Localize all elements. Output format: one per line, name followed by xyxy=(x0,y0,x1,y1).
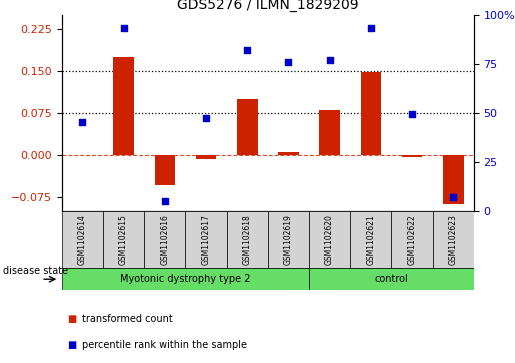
Bar xyxy=(433,211,474,268)
Point xyxy=(367,25,375,31)
Bar xyxy=(113,57,134,155)
Bar xyxy=(443,155,464,204)
Text: GSM1102616: GSM1102616 xyxy=(160,214,169,265)
Bar xyxy=(103,211,144,268)
Text: percentile rank within the sample: percentile rank within the sample xyxy=(82,340,247,350)
Bar xyxy=(144,211,185,268)
Bar xyxy=(360,72,381,155)
Text: GSM1102623: GSM1102623 xyxy=(449,214,458,265)
Text: GSM1102614: GSM1102614 xyxy=(78,214,87,265)
Point xyxy=(449,194,457,200)
Text: GSM1102617: GSM1102617 xyxy=(201,214,211,265)
Point xyxy=(78,119,87,125)
Point xyxy=(408,111,416,117)
Bar xyxy=(319,110,340,155)
Bar xyxy=(227,211,268,268)
Point xyxy=(119,25,128,31)
Point xyxy=(284,59,293,65)
Bar xyxy=(62,268,309,290)
Bar xyxy=(391,211,433,268)
Bar xyxy=(309,268,474,290)
Text: Myotonic dystrophy type 2: Myotonic dystrophy type 2 xyxy=(120,274,251,284)
Bar xyxy=(309,211,350,268)
Text: GSM1102622: GSM1102622 xyxy=(407,214,417,265)
Text: transformed count: transformed count xyxy=(82,314,173,325)
Point xyxy=(243,47,251,53)
Text: GSM1102621: GSM1102621 xyxy=(366,214,375,265)
Bar xyxy=(350,211,391,268)
Text: ■: ■ xyxy=(67,340,76,350)
Text: GSM1102618: GSM1102618 xyxy=(243,214,252,265)
Text: GSM1102620: GSM1102620 xyxy=(325,214,334,265)
Bar xyxy=(154,155,175,185)
Bar xyxy=(62,211,103,268)
Bar xyxy=(268,211,309,268)
Bar xyxy=(185,211,227,268)
Text: GSM1102615: GSM1102615 xyxy=(119,214,128,265)
Text: ■: ■ xyxy=(67,314,76,325)
Bar xyxy=(196,155,216,159)
Text: control: control xyxy=(374,274,408,284)
Bar xyxy=(278,152,299,155)
Point xyxy=(161,198,169,204)
Text: GSM1102619: GSM1102619 xyxy=(284,214,293,265)
Point xyxy=(202,115,210,121)
Text: disease state: disease state xyxy=(3,266,67,276)
Bar xyxy=(402,155,422,157)
Bar xyxy=(237,98,258,155)
Point xyxy=(325,57,334,62)
Title: GDS5276 / ILMN_1829209: GDS5276 / ILMN_1829209 xyxy=(177,0,358,12)
